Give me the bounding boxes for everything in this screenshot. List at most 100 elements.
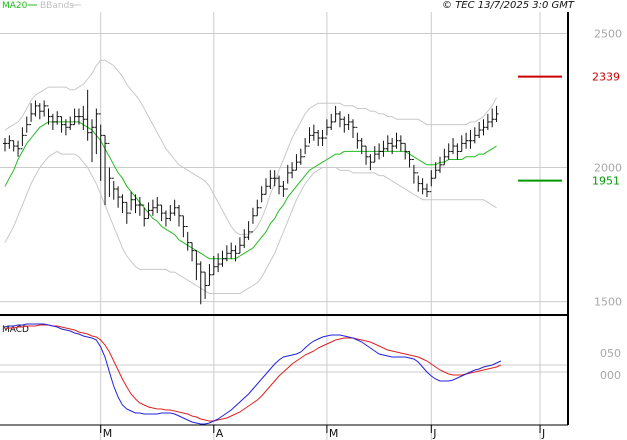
ohlc-bar <box>246 221 251 240</box>
copyright-credit: © TEC 13/7/2025 3:0 GMT <box>442 0 575 11</box>
price-y-tick-label: 2500 <box>594 27 622 40</box>
ohlc-bar <box>472 127 477 144</box>
ohlc-bar <box>11 140 16 152</box>
ohlc-bar <box>90 119 94 163</box>
macd-label: MACD <box>2 325 29 335</box>
ohlc-bar <box>337 111 342 128</box>
ohlc-bar <box>451 138 456 155</box>
ohlc-bar <box>233 245 238 262</box>
ohlc-bar <box>290 162 295 179</box>
macd-y-tick-label: 000 <box>600 369 621 382</box>
x-tick-label: M <box>329 427 339 440</box>
ohlc-bar <box>50 113 55 130</box>
ohlc-bar <box>438 156 442 173</box>
ohlc-bar <box>194 250 199 281</box>
bollinger-upper-band <box>4 59 497 236</box>
ohlc-bar <box>433 162 438 179</box>
ohlc-bar <box>342 116 347 133</box>
ohlc-bar <box>137 197 142 216</box>
ohlc-bar <box>133 194 138 214</box>
support-level-label: 1951 <box>592 175 620 188</box>
macd-y-tick-label: 050 <box>600 347 621 360</box>
ohlc-bar <box>281 180 286 198</box>
macd-signal-line <box>4 324 502 422</box>
ohlc-bar <box>181 215 186 238</box>
ohlc-bar <box>255 199 260 217</box>
price-y-tick-label: 2000 <box>594 162 622 175</box>
price-levels: 2339 1951 <box>518 71 620 188</box>
price-grid: 2500 2000 1500 <box>0 12 622 440</box>
ohlc-bar <box>237 237 242 254</box>
ohlc-bar <box>103 134 108 206</box>
ohlc-bar <box>346 113 351 130</box>
ohlc-bar <box>351 119 355 139</box>
ohlc-bar <box>446 143 451 160</box>
ohlc-bar <box>329 113 334 130</box>
ohlc-bar <box>407 150 412 168</box>
ohlc-bar <box>333 105 338 123</box>
ohlc-bar <box>403 142 408 160</box>
ohlc-bar <box>120 194 125 214</box>
ohlc-bar <box>3 138 7 152</box>
ohlc-bar <box>172 199 177 216</box>
ohlc-bar <box>494 105 499 122</box>
ohlc-bar <box>459 135 464 152</box>
ohlc-bar <box>20 127 25 150</box>
ohlc-bar <box>250 207 255 233</box>
ohlc-bar <box>320 129 325 147</box>
ohlc-bar <box>159 204 164 222</box>
ohlc-bar <box>307 127 312 147</box>
ohlc-bar <box>37 103 42 120</box>
ohlc-bar <box>85 89 90 141</box>
ohlc-bar <box>477 121 482 139</box>
ohlc-bar <box>42 100 47 117</box>
ohlc-bar <box>264 178 268 195</box>
macd-panel: MACD <box>2 323 502 425</box>
ohlc-bar <box>146 202 151 219</box>
ohlc-bar <box>224 245 229 262</box>
ohlc-bar <box>55 111 60 125</box>
price-panel <box>3 59 499 305</box>
resistance-level-label: 2339 <box>592 71 620 84</box>
ohlc-bar <box>111 177 116 200</box>
ohlc-bar <box>163 210 168 227</box>
ohlc-bar <box>7 135 12 149</box>
ohlc-bar <box>272 170 277 187</box>
ohlc-bar <box>220 250 225 267</box>
ohlc-bar <box>216 253 221 273</box>
ohlc-bar <box>381 140 386 157</box>
ohlc-bar <box>203 271 208 299</box>
ohlc-bar <box>394 132 399 149</box>
ohlc-bar <box>177 205 181 227</box>
ohlc-bar <box>81 105 86 130</box>
ohlc-bar <box>368 154 373 171</box>
bollinger-lower-band <box>4 150 497 294</box>
ohlc-bar <box>33 100 38 117</box>
ohlc-bar <box>364 145 369 165</box>
ohlc-bar <box>324 119 329 139</box>
ohlc-bar <box>464 132 469 149</box>
price-y-tick-label: 1500 <box>594 296 622 309</box>
ohlc-bar <box>485 113 490 130</box>
ohlc-bar <box>468 129 473 149</box>
ohlc-bar <box>490 108 495 128</box>
ohlc-bar <box>63 119 68 136</box>
ma20-line <box>4 121 497 260</box>
ohlc-bar <box>185 226 190 251</box>
ohlc-bar <box>107 142 112 198</box>
ohlc-bar <box>385 135 390 152</box>
ohlc-bar <box>377 143 382 160</box>
ohlc-bar <box>68 116 73 130</box>
ohlc-bar <box>285 164 290 190</box>
ohlc-bar <box>76 108 81 125</box>
ohlc-bar <box>98 113 103 181</box>
ohlc-bar <box>124 201 129 224</box>
ohlc-bar <box>46 105 51 125</box>
ohlc-bar <box>190 242 195 262</box>
ohlc-bar <box>142 204 147 227</box>
ohlc-bar <box>359 138 364 155</box>
ohlc-bar <box>416 172 421 192</box>
ohlc-bar <box>129 191 134 214</box>
ohlc-bar <box>72 108 77 126</box>
